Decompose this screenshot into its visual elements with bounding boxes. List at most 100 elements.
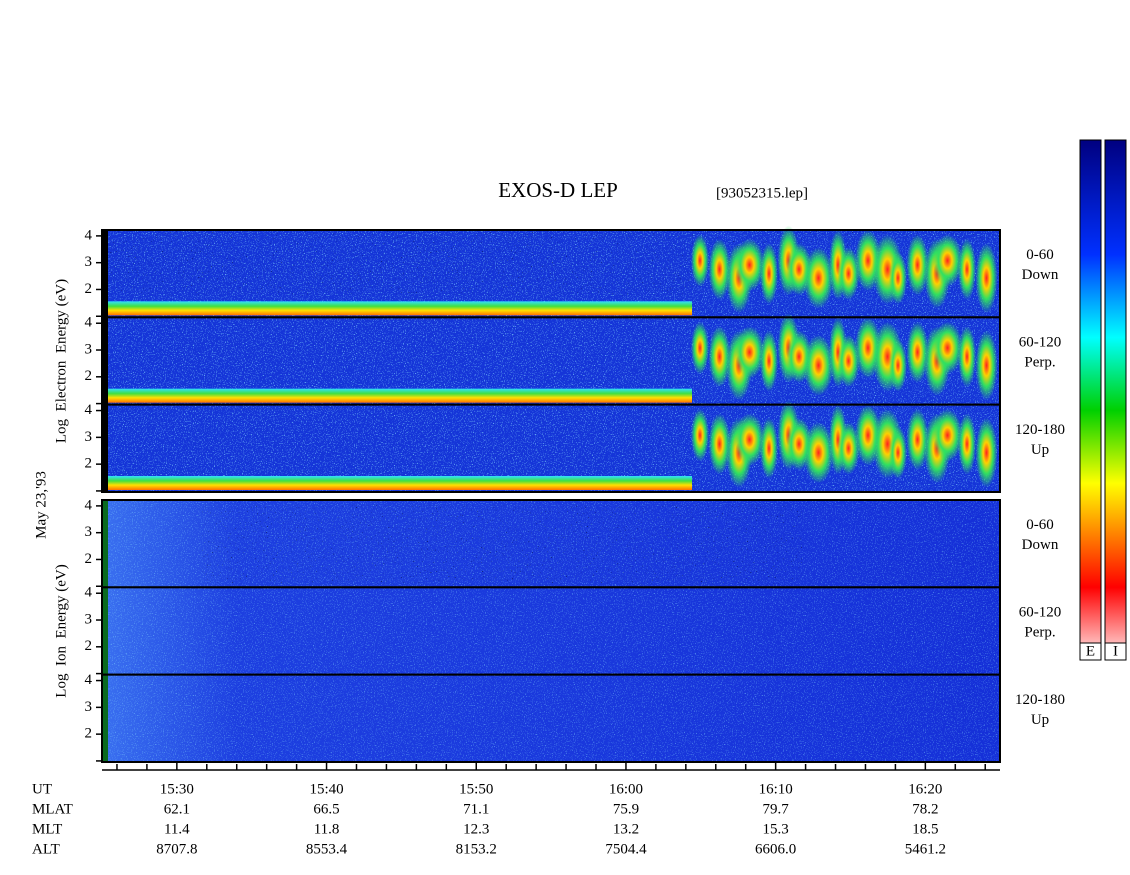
hot-region (734, 413, 765, 466)
hot-region (803, 247, 834, 309)
hot-region (760, 417, 778, 479)
hot-region (932, 321, 963, 375)
hot-region (837, 422, 860, 475)
row-value: 7504.4 (605, 841, 647, 857)
y-tick-label: 3 (85, 341, 93, 357)
panel-direction: Up (1031, 712, 1049, 728)
y-axis-label: Log Electron Energy (eV) (53, 279, 69, 443)
colorbar-label: E (1086, 643, 1095, 659)
panel-range: 0-60 (1026, 247, 1054, 263)
row-label: MLT (32, 821, 62, 837)
colorbar-i (1104, 139, 1127, 661)
row-value: 15:40 (309, 781, 343, 797)
row-value: 16:00 (609, 781, 643, 797)
title: EXOS-D LEP (498, 178, 618, 202)
hot-region (975, 417, 998, 488)
panel-range: 60-120 (1019, 604, 1062, 620)
colorbar: E I (1079, 139, 1127, 661)
hot-region (760, 243, 778, 305)
row-value: 8553.4 (306, 841, 348, 857)
row-value: 11.4 (164, 821, 190, 837)
colorbar-e (1079, 139, 1102, 661)
y-tick-label: 2 (85, 551, 93, 567)
low-energy-band (102, 476, 692, 490)
panel-direction: Down (1022, 537, 1059, 553)
y-tick-label: 3 (85, 254, 93, 270)
y-tick-label: 4 (85, 402, 93, 418)
panel-range: 120-180 (1015, 692, 1065, 708)
y-tick-label: 2 (85, 456, 93, 472)
y-tick-label: 2 (85, 368, 93, 384)
row-value: 66.5 (313, 801, 339, 817)
hot-region (958, 326, 976, 388)
left-strip (102, 230, 108, 318)
colorbar-box (1104, 642, 1127, 661)
panel-direction: Down (1022, 267, 1059, 283)
colorbar-label: I (1113, 643, 1118, 659)
row-value: 62.1 (164, 801, 190, 817)
hot-region (889, 426, 907, 479)
hot-region (691, 234, 709, 287)
y-tick-label: 3 (85, 524, 93, 540)
hot-region (906, 321, 929, 383)
panel-direction: Perp. (1024, 624, 1055, 640)
y-tick-label: 4 (85, 497, 93, 513)
row-value: 75.9 (613, 801, 639, 817)
y-tick-label: 3 (85, 699, 93, 715)
spectrogram-noise (102, 674, 1000, 762)
hot-region (906, 234, 929, 296)
spectrogram-noise (102, 587, 1000, 675)
row-value: 8153.2 (456, 841, 497, 857)
row-value: 18.5 (912, 821, 938, 837)
left-strip (102, 587, 108, 675)
y-tick-label: 2 (85, 726, 93, 742)
row-value: 8707.8 (156, 841, 197, 857)
row-value: 16:10 (759, 781, 793, 797)
hot-region (691, 409, 709, 462)
row-value: 16:20 (908, 781, 942, 797)
hot-region (708, 238, 731, 300)
colorbar-box (1079, 642, 1102, 661)
panel-range: 0-60 (1026, 517, 1054, 533)
hot-region (837, 247, 860, 300)
y-axis-label: Log Ion Energy (eV) (53, 564, 69, 697)
hot-region (803, 334, 834, 396)
y-tick-label: 4 (85, 672, 93, 688)
hot-region (932, 409, 963, 462)
row-value: 6606.0 (755, 841, 796, 857)
hot-region (803, 422, 834, 484)
hot-region (975, 330, 998, 401)
row-value: 13.2 (613, 821, 639, 837)
row-value: 15.3 (763, 821, 789, 837)
hot-region (975, 243, 998, 313)
row-value: 11.8 (314, 821, 340, 837)
row-value: 15:50 (459, 781, 493, 797)
panel-range: 120-180 (1015, 422, 1065, 438)
hot-region (958, 238, 976, 300)
hot-region (932, 234, 963, 287)
file-name: [93052315.lep] (716, 185, 808, 201)
y-tick-label: 4 (85, 315, 93, 331)
row-label: UT (32, 781, 52, 797)
left-strip (102, 674, 108, 762)
row-label: MLAT (32, 801, 73, 817)
row-value: 5461.2 (905, 841, 946, 857)
hot-region (708, 413, 731, 475)
panel-range: 60-120 (1019, 334, 1062, 350)
row-value: 71.1 (463, 801, 489, 817)
y-tick-label: 4 (85, 227, 93, 243)
left-strip (102, 317, 108, 405)
hot-region (708, 326, 731, 388)
low-energy-band (102, 388, 692, 403)
hot-region (837, 334, 860, 388)
hot-region (958, 413, 976, 475)
panel-direction: Up (1031, 442, 1049, 458)
hot-region (889, 339, 907, 392)
hot-region (734, 326, 765, 379)
spectrogram-noise (202, 505, 802, 585)
row-label: ALT (32, 841, 60, 857)
panel-frame (101, 403, 1001, 493)
hot-region (906, 409, 929, 471)
low-energy-band (102, 301, 692, 316)
hot-region (760, 330, 778, 392)
